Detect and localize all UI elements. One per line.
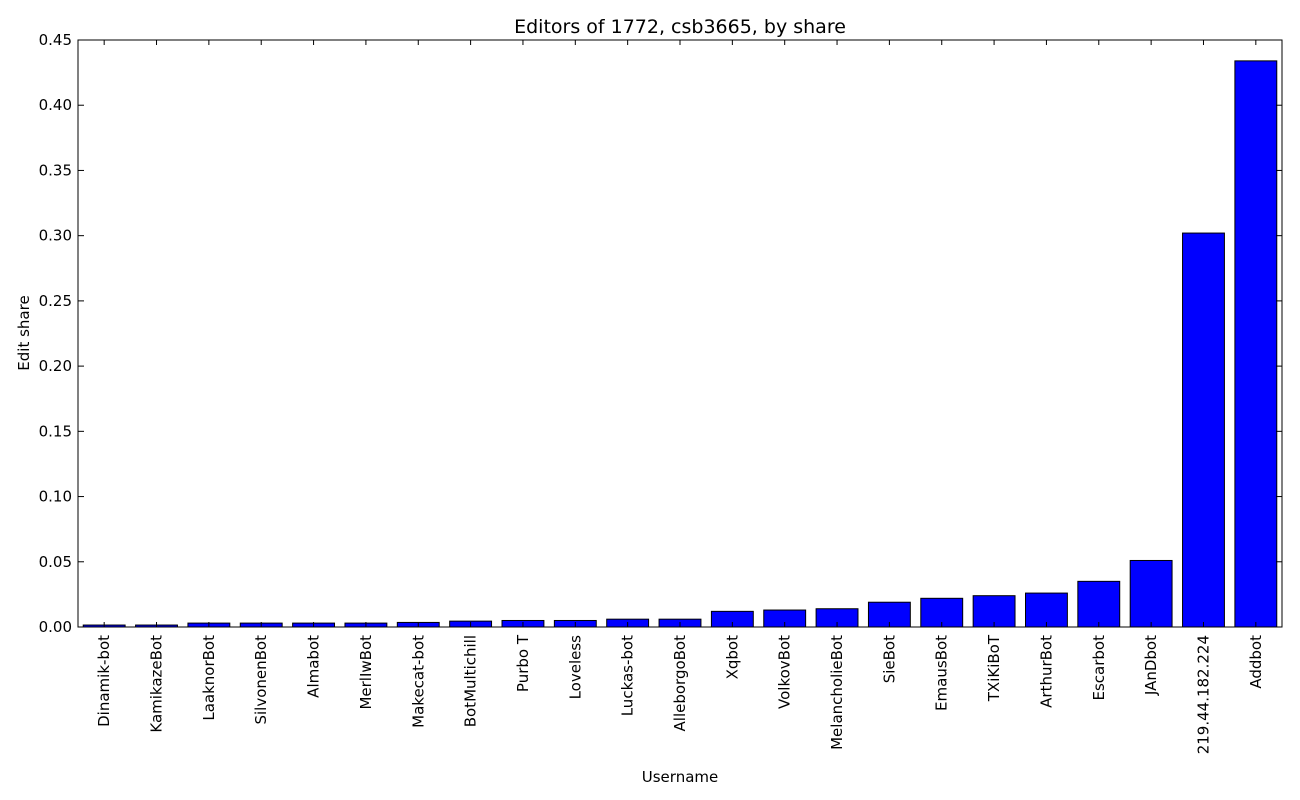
x-tick-label: Dinamik-bot (95, 635, 113, 727)
x-axis-title: Username (642, 768, 718, 786)
x-tick-label: Makecat-bot (409, 635, 427, 728)
x-tick-label: LaaknorBot (200, 635, 218, 721)
bar-JAnDbot (1129, 559, 1173, 628)
x-tick-label: KamikazeBot (148, 635, 166, 733)
chart-title: Editors of 1772, csb3665, by share (514, 16, 846, 38)
y-tick-label: 0.20 (39, 357, 72, 375)
bar-Escarbot (1077, 580, 1121, 628)
y-tick-label: 0.45 (39, 31, 72, 49)
bar-219.44.182.224 (1182, 232, 1225, 628)
plot-frame (77, 39, 1283, 628)
y-tick-label: 0.25 (39, 292, 72, 310)
y-tick-label: 0.15 (39, 422, 72, 440)
y-tick-label: 0.30 (39, 227, 72, 245)
y-axis-title: Edit share (15, 295, 33, 370)
x-tick-label: AlleborgoBot (671, 635, 689, 732)
x-tick-label: Purbo T (514, 634, 532, 692)
x-tick-label: JAnDbot (1142, 635, 1160, 696)
y-tick-label: 0.35 (39, 161, 72, 179)
x-tick-label: TXiKiBoT (985, 634, 1003, 702)
x-tick-label: MerlIwBot (357, 635, 375, 710)
x-tick-label: Almabot (305, 635, 323, 698)
bars-group (82, 60, 1278, 628)
x-tick-label: Loveless (566, 635, 584, 700)
x-tick-label: BotMultichill (462, 635, 480, 727)
x-tick-label: SilvonenBot (252, 635, 270, 725)
x-tick-label: Addbot (1247, 635, 1265, 689)
x-tick-label: Luckas-bot (619, 635, 637, 716)
y-tick-label: 0.05 (39, 553, 72, 571)
x-tick-label: ArthurBot (1037, 635, 1055, 708)
x-tick-label: SieBot (880, 635, 898, 683)
x-axis-ticks: Dinamik-bot KamikazeBot LaaknorBot Silvonen… (95, 40, 1265, 754)
x-tick-label: MelancholieBot (828, 635, 846, 750)
y-axis-ticks: 0.00 0.05 0.10 0.15 0.20 0.25 0.30 0.35 0.40 0.45 (39, 31, 1282, 636)
x-tick-label: Xqbot (723, 635, 741, 679)
x-tick-label: VolkovBot (776, 635, 794, 709)
x-tick-label: Escarbot (1090, 635, 1108, 701)
x-tick-label: EmausBot (933, 635, 951, 711)
bar-ArthurBot (1025, 592, 1068, 628)
y-tick-label: 0.40 (39, 96, 72, 114)
bar-Addbot (1234, 60, 1278, 628)
x-tick-label: 219.44.182.224 (1194, 635, 1212, 754)
y-tick-label: 0.00 (39, 618, 72, 636)
bar-TXiKiBoT (972, 595, 1016, 628)
y-tick-label: 0.10 (39, 488, 72, 506)
